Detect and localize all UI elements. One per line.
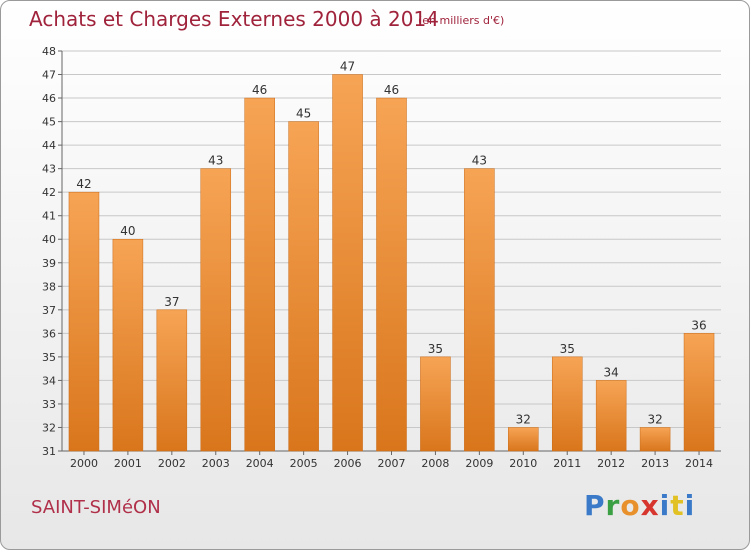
y-tick-label: 46 xyxy=(42,92,56,105)
y-tick-label: 48 xyxy=(42,45,56,58)
data-label-2001: 40 xyxy=(120,224,135,238)
bar-2007 xyxy=(376,97,407,452)
data-label-2012: 34 xyxy=(604,365,619,379)
bars xyxy=(68,74,715,452)
bar-2014 xyxy=(683,333,715,452)
bar-2001 xyxy=(112,238,144,452)
x-tick-label: 2014 xyxy=(685,457,713,470)
x-tick-label: 2011 xyxy=(553,457,581,470)
x-tick-label: 2009 xyxy=(465,457,493,470)
logo-letter: P xyxy=(584,489,606,522)
data-label-2009: 43 xyxy=(472,154,487,168)
data-label-2004: 46 xyxy=(252,83,267,97)
data-label-2005: 45 xyxy=(296,107,311,121)
bar-2013 xyxy=(639,427,671,452)
data-label-2013: 32 xyxy=(647,412,662,426)
data-label-2006: 47 xyxy=(340,60,355,74)
bar-2012 xyxy=(595,380,627,452)
y-tick-label: 41 xyxy=(42,210,56,223)
logo-letter: o xyxy=(620,489,641,522)
bar-2003 xyxy=(200,168,232,452)
bar-2009 xyxy=(464,168,495,452)
bar-2008 xyxy=(420,356,451,452)
chart-title: Achats et Charges Externes 2000 à 2014 xyxy=(29,7,439,31)
y-tick-label: 39 xyxy=(42,257,56,270)
x-tick-label: 2005 xyxy=(290,457,318,470)
x-tick-label: 2007 xyxy=(378,457,406,470)
y-tick-label: 44 xyxy=(42,139,56,152)
y-tick-label: 43 xyxy=(42,163,56,176)
commune-name: SAINT-SIMéON xyxy=(31,497,161,518)
x-tick-label: 2008 xyxy=(421,457,449,470)
logo-letter: x xyxy=(640,489,660,522)
y-tick-label: 33 xyxy=(42,398,56,411)
chart-subtitle: (en milliers d'€) xyxy=(418,14,505,27)
bar-2005 xyxy=(288,121,319,452)
logo-letter: i xyxy=(684,489,696,522)
bar-2011 xyxy=(551,356,583,452)
x-tick-label: 2012 xyxy=(597,457,625,470)
x-tick-label: 2000 xyxy=(70,457,98,470)
y-tick-label: 42 xyxy=(42,186,56,199)
x-tick-label: 2003 xyxy=(202,457,230,470)
bar-2006 xyxy=(332,74,363,452)
data-label-2000: 42 xyxy=(76,177,91,191)
logo-letter: r xyxy=(605,489,621,522)
data-label-2014: 36 xyxy=(691,318,706,332)
y-tick-label: 37 xyxy=(42,304,56,317)
labels: 31 32 33 34 35 36 37 38 39 40 41 42 43 44 45 46 47 48 42 20… xyxy=(42,45,713,470)
data-label-2008: 35 xyxy=(428,342,443,356)
x-tick-label: 2002 xyxy=(158,457,186,470)
y-tick-label: 38 xyxy=(42,280,56,293)
bar-2010 xyxy=(508,427,539,452)
data-label-2010: 32 xyxy=(516,412,531,426)
y-tick-label: 34 xyxy=(42,374,56,387)
y-tick-label: 36 xyxy=(42,327,56,340)
bar-2002 xyxy=(156,309,188,452)
x-tick-label: 2006 xyxy=(334,457,362,470)
x-tick-label: 2010 xyxy=(509,457,537,470)
y-tick-label: 31 xyxy=(42,445,56,458)
data-label-2007: 46 xyxy=(384,83,399,97)
y-tick-label: 40 xyxy=(42,233,56,246)
x-tick-label: 2001 xyxy=(114,457,142,470)
bar-2000 xyxy=(68,191,100,452)
bar-2004 xyxy=(244,97,275,452)
data-label-2002: 37 xyxy=(164,295,179,309)
logo-letter: i xyxy=(659,489,671,522)
y-tick-label: 47 xyxy=(42,69,56,82)
proxiti-logo: Proxiti xyxy=(584,489,695,522)
x-tick-label: 2004 xyxy=(246,457,274,470)
logo-letter: t xyxy=(670,489,685,522)
y-tick-label: 45 xyxy=(42,116,56,129)
y-tick-label: 32 xyxy=(42,421,56,434)
data-label-2003: 43 xyxy=(208,154,223,168)
y-tick-label: 35 xyxy=(42,351,56,364)
data-label-2011: 35 xyxy=(560,342,575,356)
x-tick-label: 2013 xyxy=(641,457,669,470)
